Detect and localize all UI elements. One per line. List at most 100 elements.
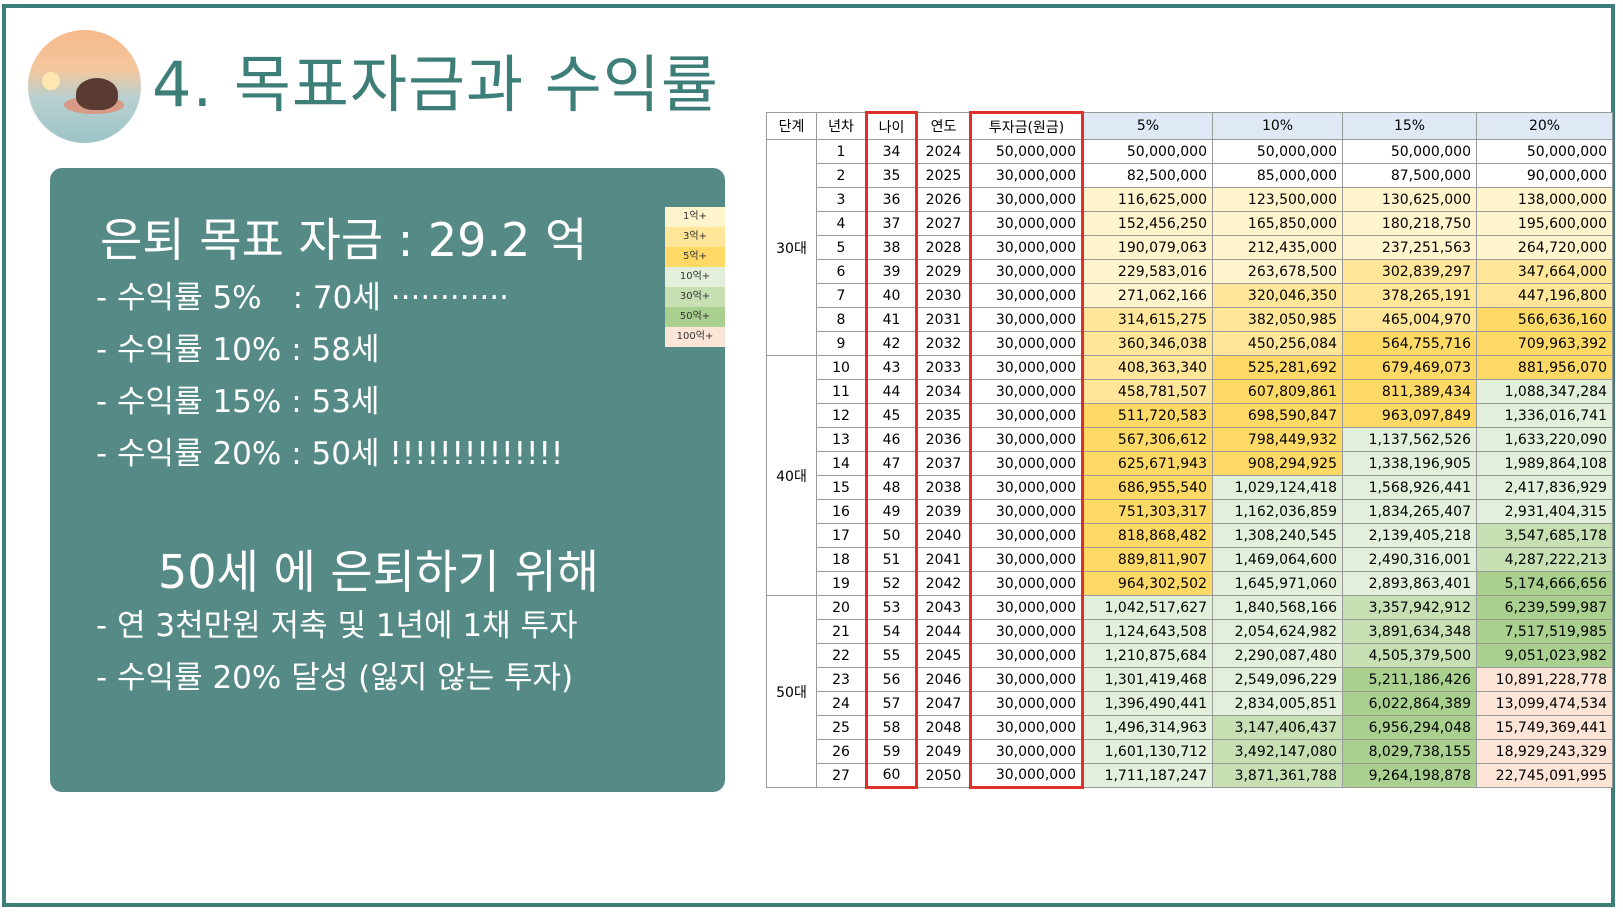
table-cell: 3,871,361,788 [1212,763,1343,788]
color-legend: 1억+ 3억+ 5억+ 10억+ 30억+ 50억+ 100억+ [665,207,725,347]
table-cell: 1,088,347,284 [1476,379,1613,404]
plan-line-saving: - 연 3천만원 저축 및 1년에 1채 투자 [96,608,578,644]
stage-label: 40대 [766,355,817,596]
table-row: 17 50 2040 30,000,000 818,868,482 1,308,240,5… [767,523,1613,548]
compound-growth-table: 단계 년차 나이 연도 투자금(원금) 5% 10% 15% 20% 30대 1 34 2024 50,… [766,111,1613,789]
table-cell: 2045 [916,643,971,668]
table-cell: 2049 [916,739,971,764]
table-cell: 511,720,583 [1082,403,1213,428]
table-cell: 1,336,016,741 [1476,403,1613,428]
column-header: 5% [1082,112,1213,140]
table-cell: 2,490,316,001 [1342,547,1477,572]
table-cell: 14 [816,451,867,476]
legend-item: 30억+ [665,287,725,307]
table-cell: 1,711,187,247 [1082,763,1213,788]
table-cell: 1,308,240,545 [1212,523,1343,548]
table-cell: 2,931,404,315 [1476,499,1613,524]
table-cell: 3,492,147,080 [1212,739,1343,764]
table-cell: 1,834,265,407 [1342,499,1477,524]
table-header-row: 단계 년차 나이 연도 투자금(원금) 5% 10% 15% 20% [766,111,1613,140]
retire-at-50-heading: 50세 에 은퇴하기 위해 [158,545,599,599]
table-cell: 30,000,000 [969,619,1084,644]
table-cell: 10 [816,355,867,380]
table-cell: 30,000,000 [969,355,1084,380]
table-row: 8 41 2031 30,000,000 314,615,275 382,050,985 4… [767,307,1613,332]
column-header: 20% [1476,112,1613,140]
table-cell: 82,500,000 [1082,163,1213,188]
table-cell: 263,678,500 [1212,259,1343,284]
table-cell: 2037 [916,451,971,476]
table-cell: 10,891,228,778 [1476,667,1613,692]
table-cell: 1,840,568,166 [1212,595,1343,620]
table-cell: 24 [816,691,867,716]
table-cell: 2039 [916,499,971,524]
table-cell: 9,051,023,982 [1476,643,1613,668]
table-cell: 7 [816,283,867,308]
table-cell: 212,435,000 [1212,235,1343,260]
table-cell: 3,891,634,348 [1342,619,1477,644]
table-row: 26 59 2049 30,000,000 1,601,130,712 3,492,147… [767,739,1613,764]
table-cell: 2 [816,163,867,188]
table-cell: 2024 [916,139,971,164]
table-cell: 21 [816,619,867,644]
table-cell: 26 [816,739,867,764]
table-cell: 5 [816,235,867,260]
table-row: 16 49 2039 30,000,000 751,303,317 1,162,036,8… [767,499,1613,524]
table-cell: 46 [865,427,918,452]
table-cell: 2048 [916,715,971,740]
table-cell: 1,124,643,508 [1082,619,1213,644]
table-cell: 447,196,800 [1476,283,1613,308]
table-cell: 709,963,392 [1476,331,1613,356]
table-cell: 2026 [916,187,971,212]
table-cell: 30,000,000 [969,739,1084,764]
table-cell: 18 [816,547,867,572]
table-cell: 30,000,000 [969,163,1084,188]
table-cell: 1,338,196,905 [1342,451,1477,476]
table-cell: 314,615,275 [1082,307,1213,332]
table-cell: 50 [865,523,918,548]
table-cell: 2,549,096,229 [1212,667,1343,692]
table-cell: 2044 [916,619,971,644]
table-cell: 465,004,970 [1342,307,1477,332]
table-cell: 22 [816,643,867,668]
table-row: 18 51 2041 30,000,000 889,811,907 1,469,064,6… [767,547,1613,572]
table-cell: 34 [865,139,918,164]
table-cell: 2040 [916,523,971,548]
table-cell: 2034 [916,379,971,404]
table-cell: 4 [816,211,867,236]
table-cell: 30,000,000 [969,643,1084,668]
table-cell: 2,054,624,982 [1212,619,1343,644]
table-row: 40대 10 43 2033 30,000,000 408,363,340 525,281,… [766,355,1613,596]
table-cell: 87,500,000 [1342,163,1477,188]
table-cell: 53 [865,595,918,620]
table-cell: 237,251,563 [1342,235,1477,260]
table-cell: 116,625,000 [1082,187,1213,212]
table-cell: 36 [865,187,918,212]
column-header: 연도 [916,112,971,140]
table-cell: 8 [816,307,867,332]
table-cell: 30,000,000 [969,427,1084,452]
table-cell: 30,000,000 [969,379,1084,404]
table-cell: 881,956,070 [1476,355,1613,380]
table-cell: 1,029,124,418 [1212,475,1343,500]
table-cell: 2029 [916,259,971,284]
table-cell: 165,850,000 [1212,211,1343,236]
table-cell: 450,256,084 [1212,331,1343,356]
table-cell: 347,664,000 [1476,259,1613,284]
table-cell: 35 [865,163,918,188]
table-row: 6 39 2029 30,000,000 229,583,016 263,678,500 3… [767,259,1613,284]
table-cell: 679,469,073 [1342,355,1477,380]
table-cell: 5,174,666,656 [1476,571,1613,596]
table-cell: 8,029,738,155 [1342,739,1477,764]
table-cell: 811,389,434 [1342,379,1477,404]
table-cell: 378,265,191 [1342,283,1477,308]
table-cell: 51 [865,547,918,572]
table-cell: 1,396,490,441 [1082,691,1213,716]
table-cell: 2,417,836,929 [1476,475,1613,500]
table-cell: 90,000,000 [1476,163,1613,188]
table-cell: 15,749,369,441 [1476,715,1613,740]
table-cell: 22,745,091,995 [1476,763,1613,788]
return-line-5: - 수익률 5% : 70세 ············ [96,280,509,316]
table-cell: 44 [865,379,918,404]
table-cell: 1,137,562,526 [1342,427,1477,452]
